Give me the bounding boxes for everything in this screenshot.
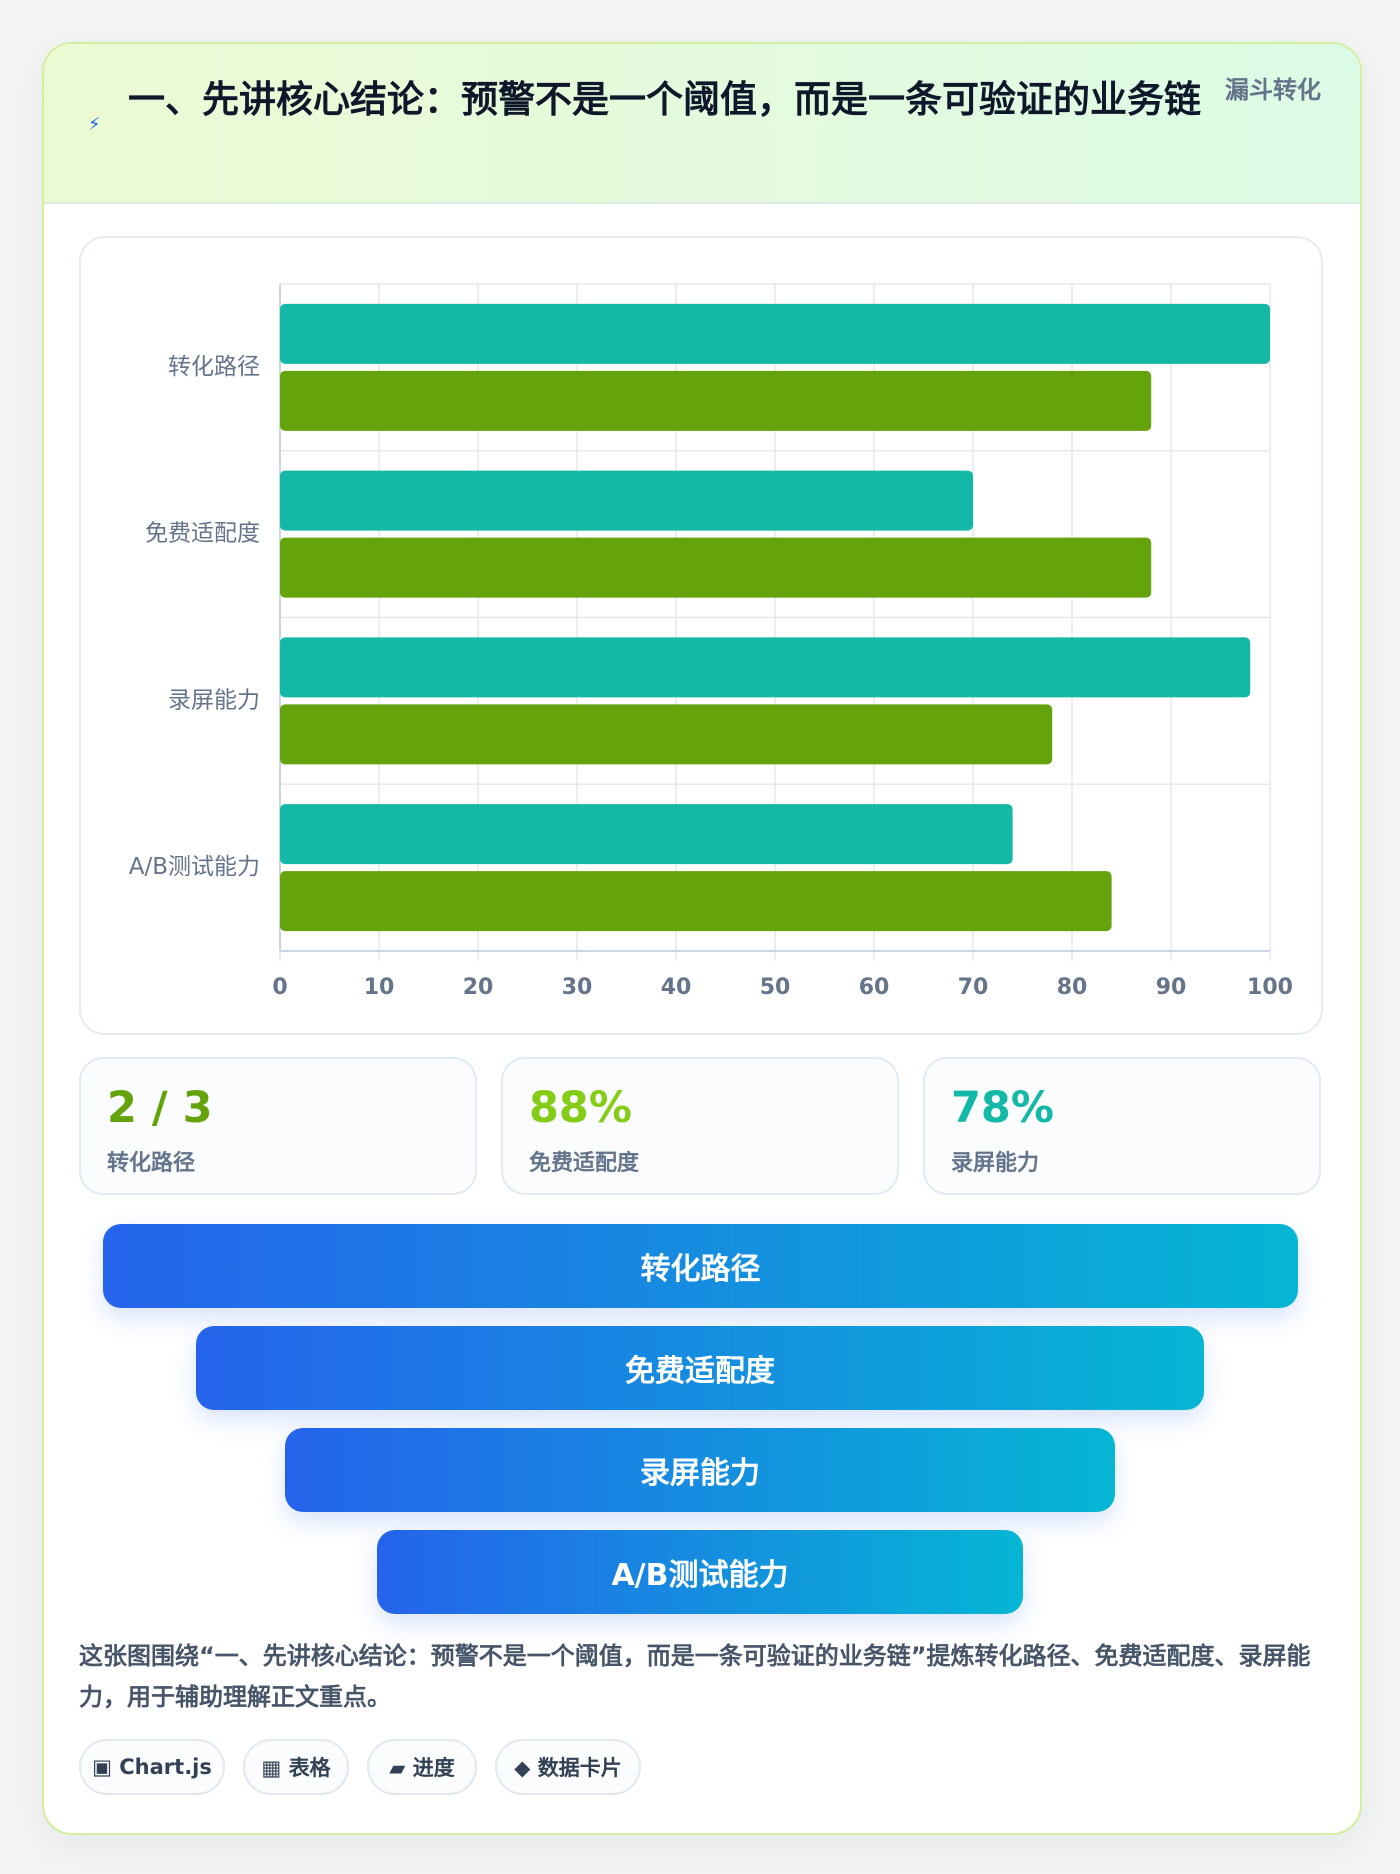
bar — [280, 804, 1013, 865]
x-tick-label: 10 — [364, 975, 395, 1000]
stat-card: 78% 录屏能力 — [923, 1057, 1321, 1195]
chart-panel: 0 10 20 30 40 50 60 70 80 90 100 转化路径免费适配度录屏能力 A/B测试… — [79, 236, 1323, 1035]
bar — [280, 470, 973, 531]
header-icon: ⚡ — [88, 114, 101, 135]
y-tick-label: 免费适配度 — [145, 521, 260, 547]
stat-value: 2 / 3 — [107, 1083, 213, 1133]
bar — [280, 303, 1270, 364]
x-tick-label: 80 — [1057, 975, 1088, 1000]
y-tick-label: A/B测试能力 — [129, 854, 260, 880]
x-tick-label: 100 — [1247, 975, 1293, 1000]
funnel-step: 免费适配度 — [196, 1326, 1204, 1410]
funnel-step: 转化路径 — [103, 1224, 1298, 1308]
header-tag: 漏斗转化 — [1225, 76, 1321, 104]
stat-value: 78% — [951, 1083, 1054, 1133]
description: 这张图围绕“一、先讲核心结论：预警不是一个阈值，而是一条可验证的业务链”提炼转化… — [79, 1642, 1311, 1711]
stat-card: 2 / 3 转化路径 — [79, 1057, 477, 1195]
stat-value: 88% — [529, 1083, 632, 1133]
bar — [280, 704, 1053, 765]
x-tick-label: 50 — [760, 975, 791, 1000]
bar — [280, 370, 1152, 431]
bar — [280, 537, 1152, 598]
funnel-step: A/B测试能力 — [377, 1530, 1023, 1614]
tag-chip: ◆ 数据卡片 — [495, 1739, 641, 1795]
x-tick-label: 20 — [463, 975, 494, 1000]
stat-card: 88% 免费适配度 — [501, 1057, 899, 1195]
x-tick-label: 40 — [661, 975, 692, 1000]
tag-chip: ▣ Chart.js — [79, 1739, 225, 1795]
x-tick-label: 70 — [958, 975, 989, 1000]
stat-label: 录屏能力 — [951, 1151, 1040, 1176]
x-tick-label: 60 — [859, 975, 890, 1000]
x-tick-label: 90 — [1156, 975, 1187, 1000]
x-tick-label: 30 — [562, 975, 593, 1000]
funnel-step: 录屏能力 — [285, 1428, 1115, 1512]
stat-label: 转化路径 — [107, 1151, 196, 1176]
header: ⚡ 一、先讲核心结论：预警不是一个阈值，而是一条可验证的业务链 漏斗转化 — [44, 44, 1360, 204]
tag-chip: ▰ 进度 — [367, 1739, 477, 1795]
bar — [280, 871, 1112, 932]
title: 一、先讲核心结论：预警不是一个阈值，而是一条可验证的业务链 — [128, 78, 1201, 121]
x-tick-label: 0 — [272, 975, 287, 1000]
y-tick-label: 转化路径 — [168, 354, 260, 380]
stat-label: 免费适配度 — [529, 1151, 640, 1176]
bar — [280, 637, 1251, 698]
tag-chip: ▦ 表格 — [243, 1739, 349, 1795]
y-tick-label: 录屏能力 — [168, 687, 260, 713]
